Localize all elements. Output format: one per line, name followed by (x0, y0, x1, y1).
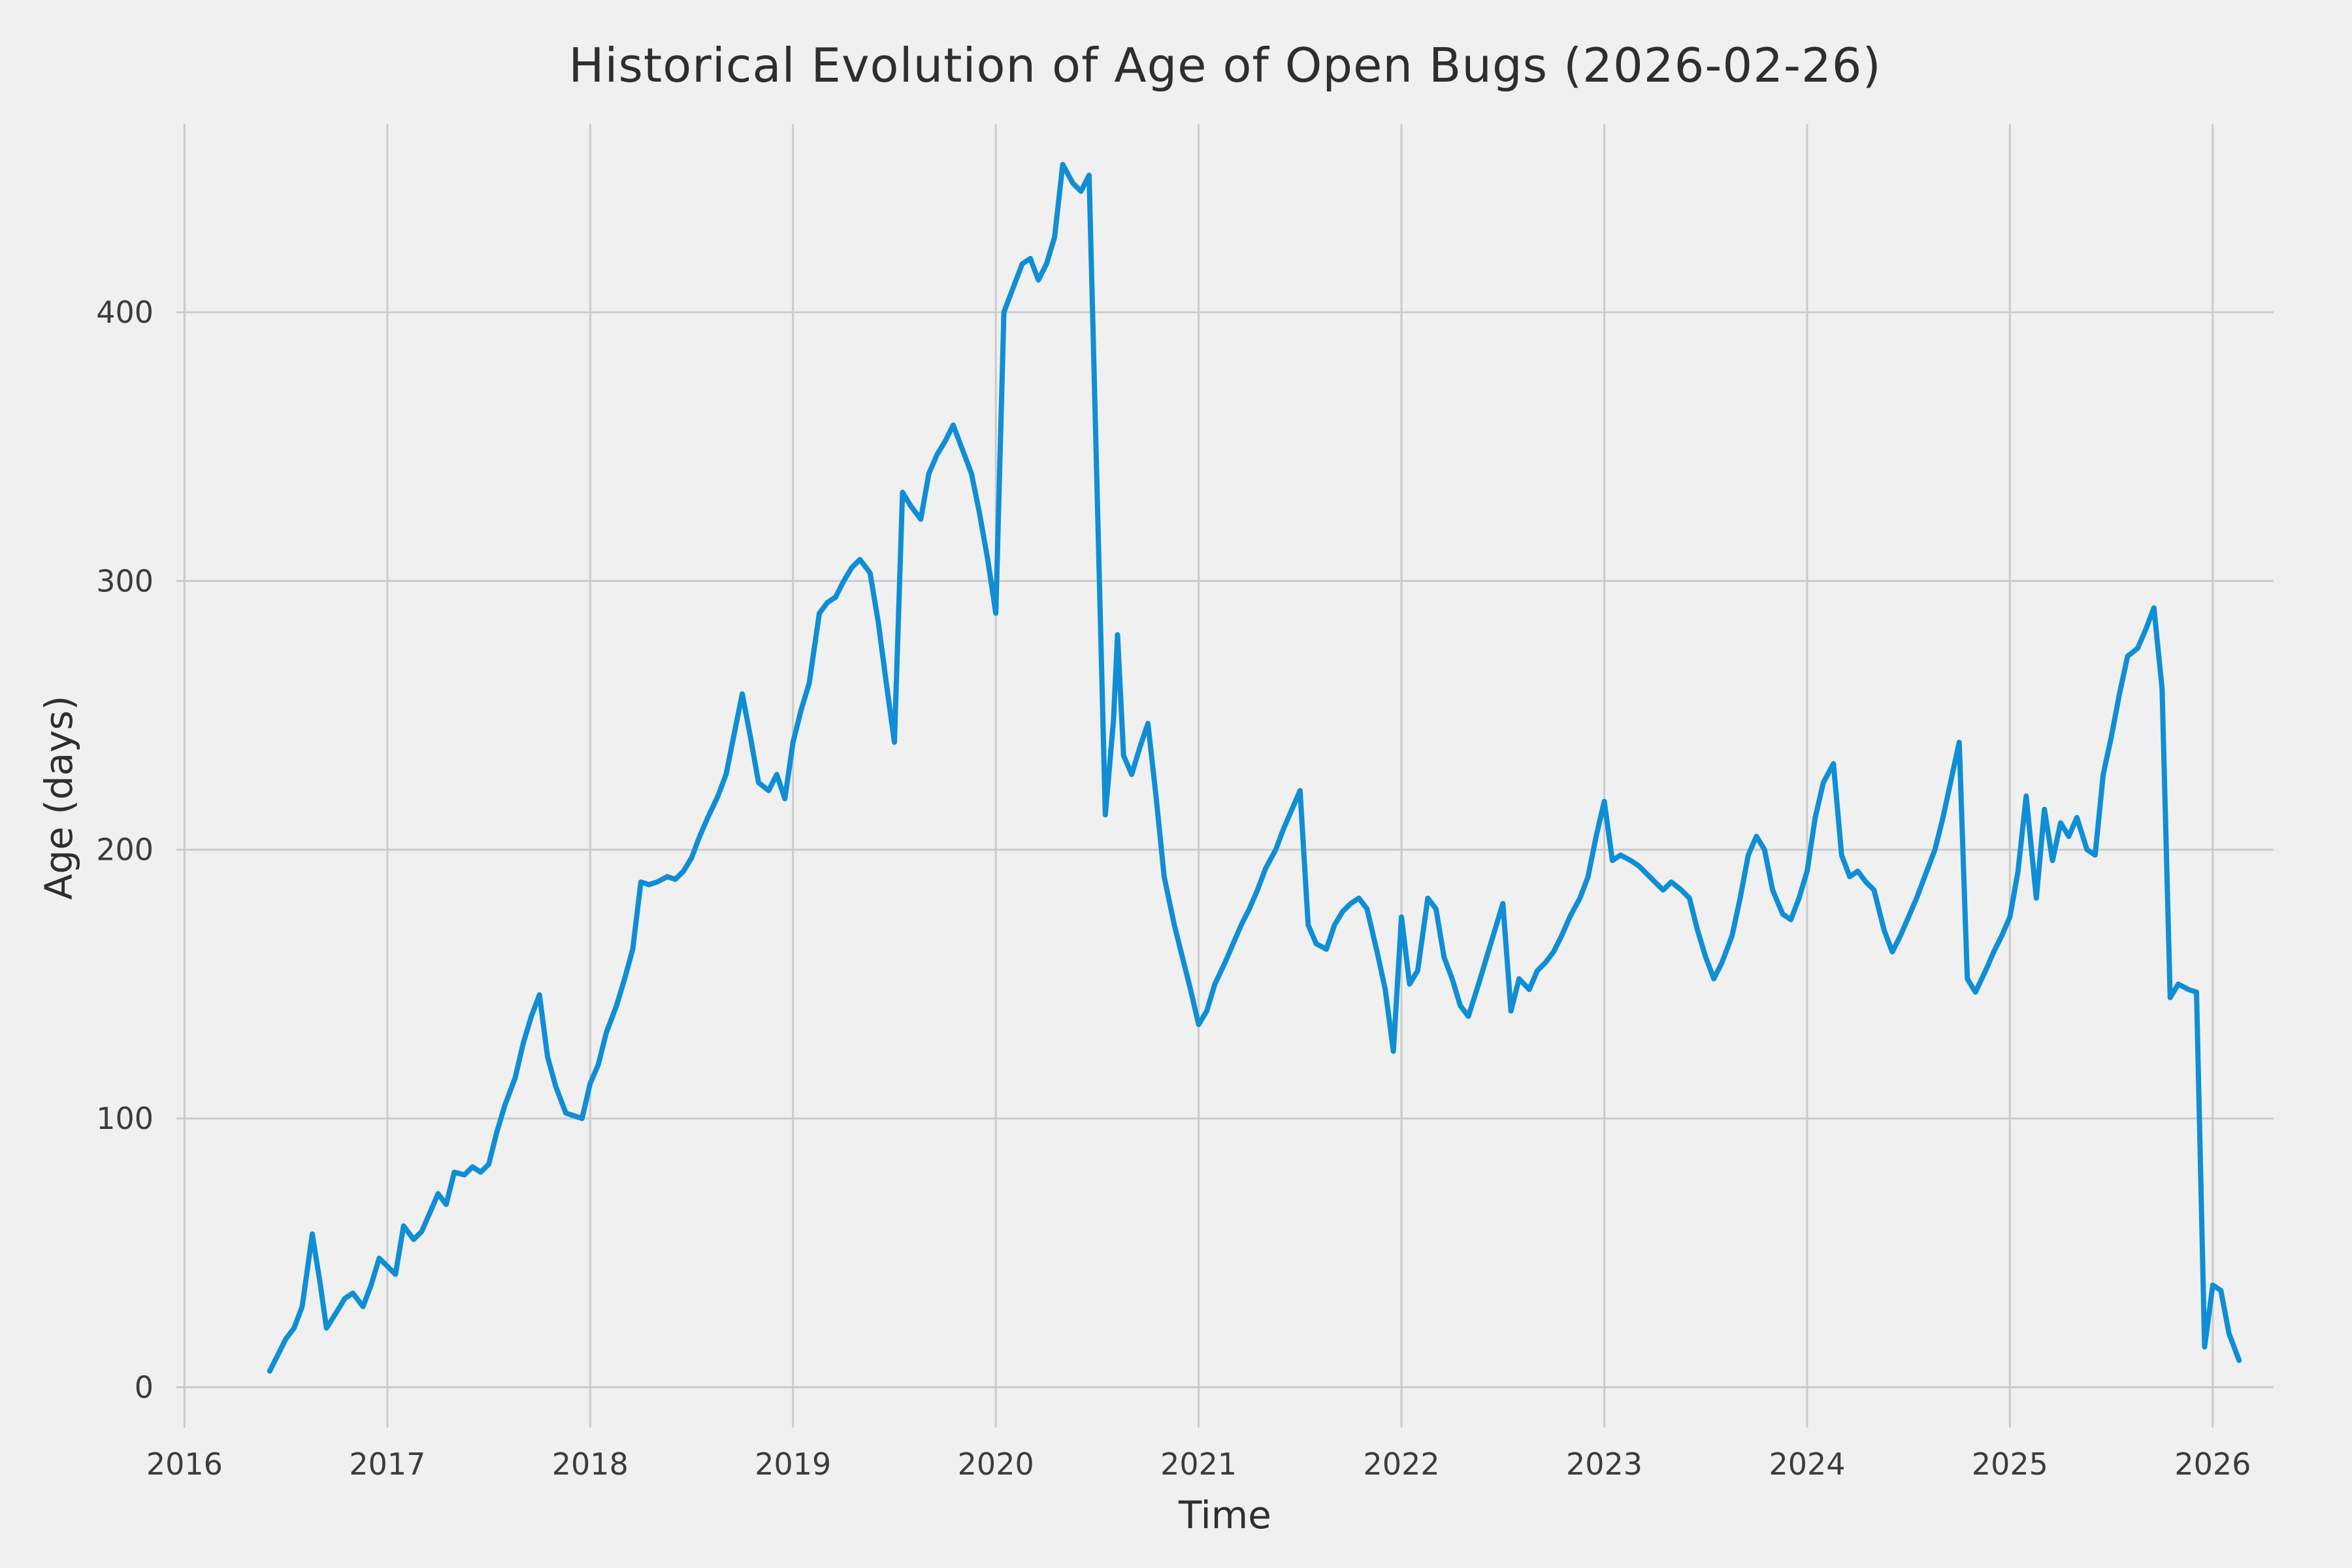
x-tick-label: 2019 (755, 1446, 831, 1482)
data-line-open-bug-age (267, 161, 2242, 1374)
y-tick-label: 400 (96, 295, 154, 330)
y-tick-label: 100 (96, 1101, 154, 1136)
x-tick-label: 2021 (1160, 1446, 1237, 1482)
x-tick-label: 2020 (958, 1446, 1034, 1482)
x-tick-label: 2017 (349, 1446, 425, 1482)
x-tick-label: 2024 (1769, 1446, 1845, 1482)
chart-title: Historical Evolution of Age of Open Bugs… (568, 38, 1882, 93)
x-tick-label: 2026 (2174, 1446, 2251, 1482)
x-tick-label: 2018 (552, 1446, 629, 1482)
x-tick-label: 2016 (146, 1446, 223, 1482)
y-tick-label: 300 (96, 563, 154, 598)
y-tick-label: 200 (96, 832, 154, 868)
x-axis-label: Time (1179, 1493, 1271, 1537)
x-tick-label: 2023 (1566, 1446, 1642, 1482)
y-tick-label: 0 (135, 1369, 154, 1405)
x-tick-label: 2022 (1364, 1446, 1440, 1482)
x-tick-label: 2025 (1972, 1446, 2048, 1482)
y-axis-label: Age (days) (37, 695, 81, 900)
